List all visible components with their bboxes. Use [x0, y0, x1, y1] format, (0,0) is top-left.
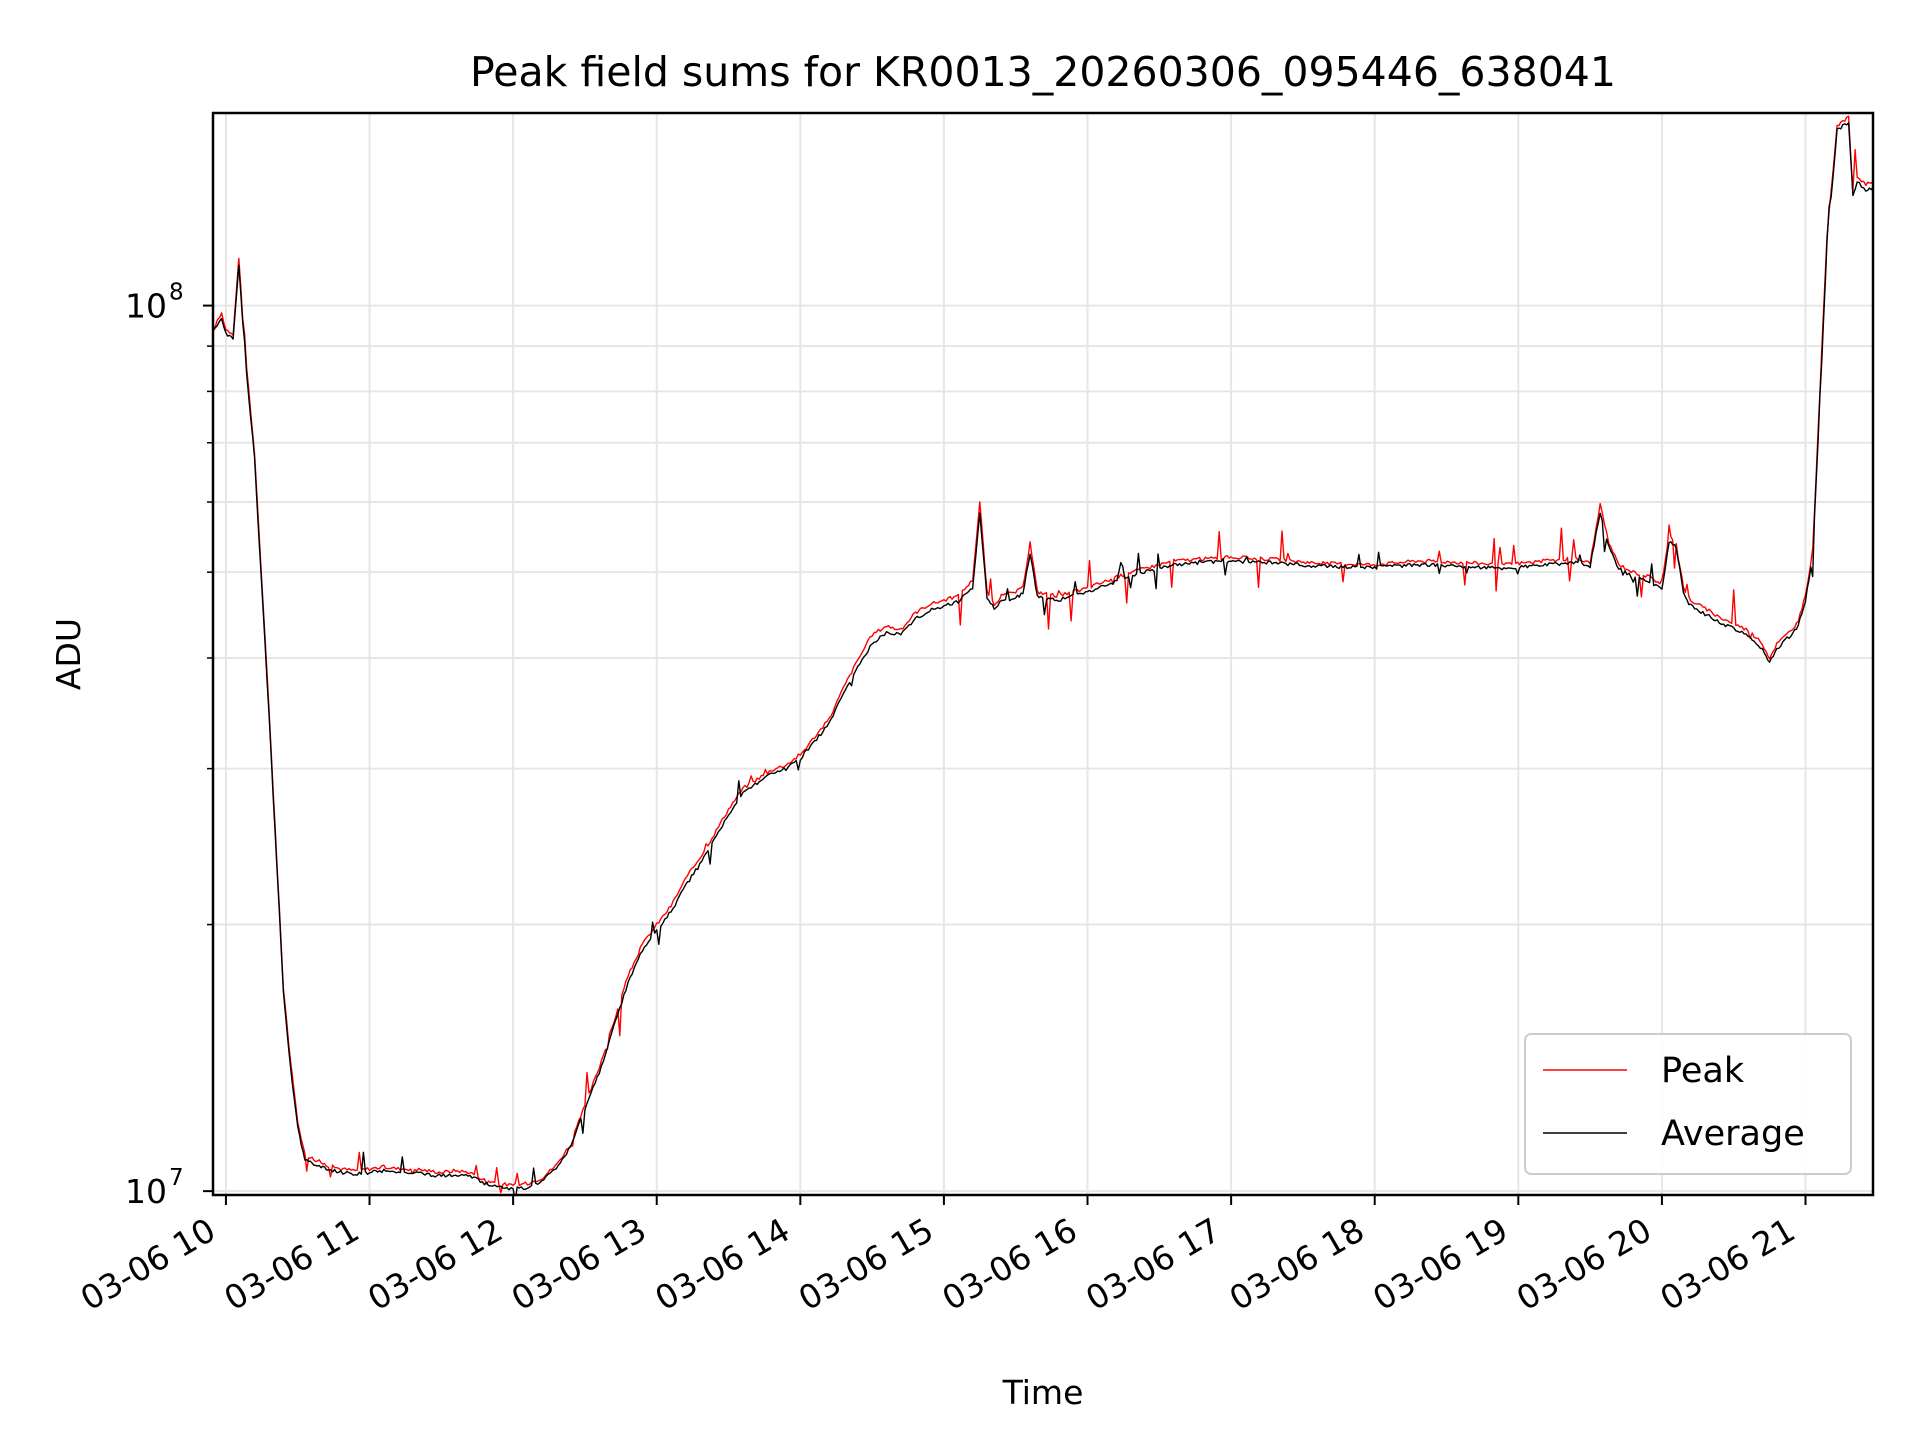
y-tick-label-base: 10: [125, 1172, 167, 1211]
legend-box: [1524, 1033, 1852, 1175]
legend-label-average: Average: [1661, 1114, 1805, 1154]
y-axis-label: ADU: [49, 618, 88, 690]
y-tick-label-base: 10: [125, 287, 167, 326]
x-axis-label: Time: [1002, 1373, 1084, 1412]
legend-label-peak: Peak: [1661, 1051, 1745, 1091]
series-line-peak: [213, 115, 1873, 1194]
chart-title: Peak field sums for KR0013_20260306_0954…: [470, 48, 1616, 96]
plot-frame: [211, 111, 1875, 1197]
grid: [213, 113, 1873, 1195]
legend: Peak Average: [1524, 1033, 1852, 1175]
plot-series: [213, 115, 1873, 1195]
series-line-average: [213, 122, 1873, 1195]
y-tick-label-exponent: 8: [169, 280, 184, 306]
y-tick-label-exponent: 7: [169, 1165, 184, 1191]
